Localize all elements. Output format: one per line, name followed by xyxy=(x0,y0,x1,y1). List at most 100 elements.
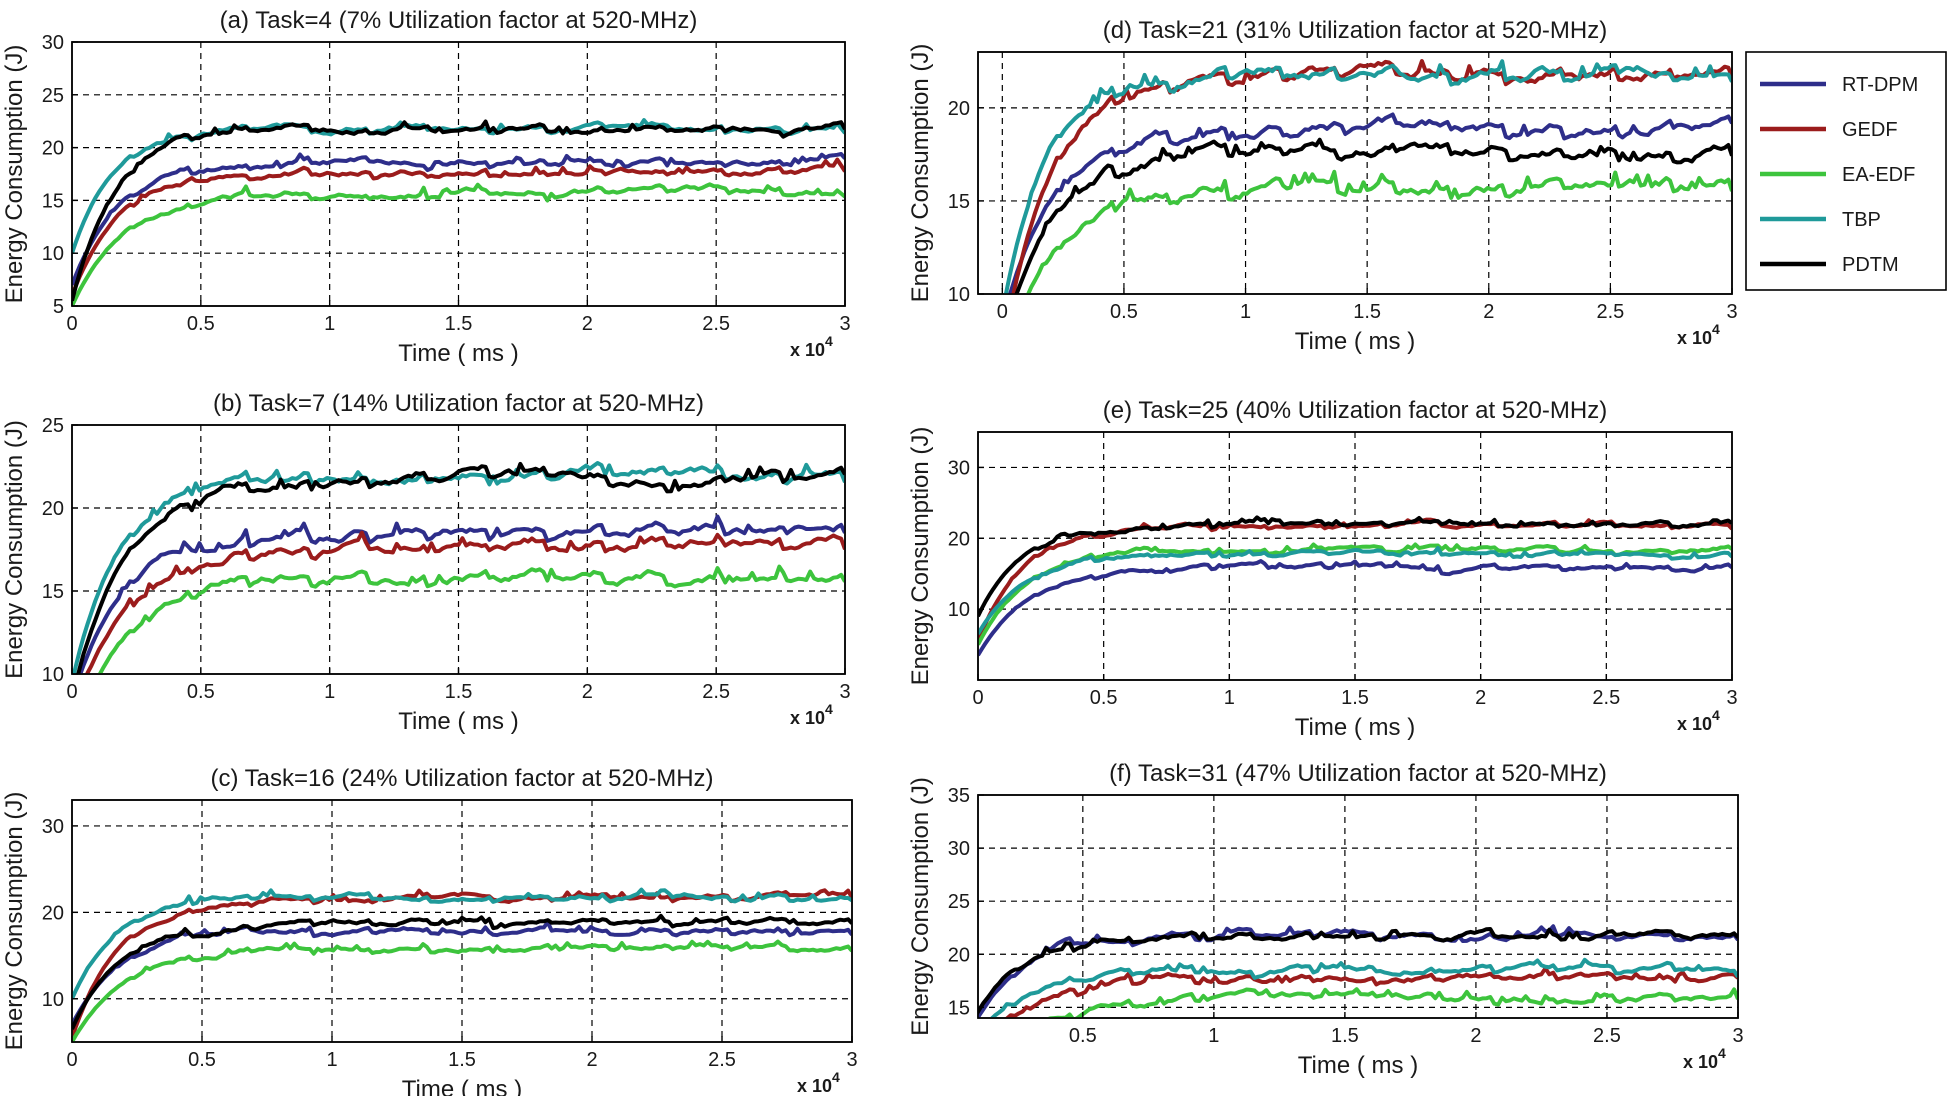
x-tick-label: 1 xyxy=(1224,687,1235,709)
x-axis-label: Time ( ms ) xyxy=(1295,328,1415,355)
y-axis-label: Energy Consumption (J) xyxy=(907,427,934,686)
legend-label-ea-edf: EA-EDF xyxy=(1842,164,1915,186)
series-line-tbp xyxy=(978,546,1732,635)
y-axis-label: Energy Consumption (J) xyxy=(1,45,28,304)
series-group xyxy=(72,887,852,1042)
x-axis-multiplier-exponent: 4 xyxy=(1718,1045,1726,1061)
y-tick-label: 25 xyxy=(42,85,64,107)
series-line-pdtm xyxy=(1014,137,1732,294)
y-tick-label: 35 xyxy=(948,785,970,807)
x-tick-label: 0 xyxy=(66,313,77,335)
x-axis-label: Time ( ms ) xyxy=(1298,1052,1418,1079)
y-tick-label: 20 xyxy=(948,98,970,120)
chart-title: (a) Task=4 (7% Utilization factor at 520… xyxy=(220,7,698,34)
y-tick-label: 20 xyxy=(948,944,970,966)
series-group xyxy=(72,118,845,306)
x-tick-label: 2 xyxy=(586,1049,597,1071)
y-tick-label: 30 xyxy=(42,32,64,54)
chart-panel-a: 0 0.5 1 1.5 2 2.5 3 5 10 15 20 25 30 (a) Task=4 (7% U… xyxy=(1,7,851,367)
series-line-rt-dpm xyxy=(978,559,1732,657)
y-tick-label: 20 xyxy=(42,498,64,520)
series-group xyxy=(72,461,845,674)
series-line-rt-dpm xyxy=(78,514,845,674)
series-line-tbp xyxy=(1003,59,1732,294)
x-axis-label: Time ( ms ) xyxy=(398,708,518,735)
x-tick-label: 1 xyxy=(1240,301,1251,323)
x-tick-label: 0.5 xyxy=(187,313,215,335)
x-axis-multiplier-exponent: 4 xyxy=(825,333,833,349)
series-group xyxy=(1003,59,1732,294)
chart-panel-f: 0.5 1 1.5 2 2.5 3 15 20 25 30 35 (f) Task=31 (47% U… xyxy=(907,760,1744,1079)
x-tick-label: 1.5 xyxy=(1341,687,1369,709)
x-tick-label: 1.5 xyxy=(445,681,473,703)
x-tick-label: 1.5 xyxy=(448,1049,476,1071)
x-tick-label: 2.5 xyxy=(1592,687,1620,709)
x-tick-label: 3 xyxy=(1726,687,1737,709)
chart-panel-e: 0 0.5 1 1.5 2 2.5 3 10 20 30 (e) Task=25 (40% Util… xyxy=(907,397,1738,741)
plot-border xyxy=(977,794,1739,1019)
x-tick-label: 0.5 xyxy=(188,1049,216,1071)
x-tick-label: 3 xyxy=(1726,301,1737,323)
y-tick-label: 10 xyxy=(42,664,64,686)
series-line-ea-edf xyxy=(72,182,845,306)
x-tick-label: 1 xyxy=(326,1049,337,1071)
x-axis-multiplier-exponent: 4 xyxy=(825,701,833,717)
legend-label-tbp: TBP xyxy=(1842,209,1881,231)
x-axis-multiplier-exponent: 4 xyxy=(1712,321,1720,337)
x-axis-label: Time ( ms ) xyxy=(1295,714,1415,741)
x-tick-label: 0.5 xyxy=(187,681,215,703)
series-line-pdtm xyxy=(72,119,845,302)
y-tick-label: 30 xyxy=(948,457,970,479)
legend-box xyxy=(1745,51,1947,291)
x-axis-multiplier: x 104 xyxy=(790,333,833,360)
legend: RT-DPM GEDF EA-EDF TBP PDTM xyxy=(1745,51,1947,291)
y-tick-label: 25 xyxy=(948,891,970,913)
x-tick-label: 0.5 xyxy=(1110,301,1138,323)
y-tick-label: 10 xyxy=(42,243,64,265)
x-tick-label: 3 xyxy=(1732,1025,1743,1047)
plot-border xyxy=(977,51,1733,295)
x-tick-label: 1 xyxy=(1208,1025,1219,1047)
series-line-rt-dpm xyxy=(1007,112,1732,294)
x-tick-label: 3 xyxy=(839,313,850,335)
x-tick-label: 2 xyxy=(1483,301,1494,323)
chart-title: (f) Task=31 (47% Utilization factor at 5… xyxy=(1109,760,1607,787)
series-line-pdtm xyxy=(72,913,852,1030)
x-tick-label: 1.5 xyxy=(445,313,473,335)
x-axis-multiplier: x 104 xyxy=(790,701,833,728)
series-line-gedf xyxy=(84,530,845,674)
y-axis-label: Energy Consumption (J) xyxy=(907,777,934,1036)
chart-panel-c: 0 0.5 1 1.5 2 2.5 3 10 20 30 (c) Task=16 (24% Util… xyxy=(1,765,858,1096)
x-tick-label: 0 xyxy=(66,681,77,703)
x-axis-multiplier: x 104 xyxy=(1683,1045,1726,1072)
y-tick-label: 30 xyxy=(948,838,970,860)
y-tick-label: 5 xyxy=(53,296,64,318)
series-line-ea-edf xyxy=(1026,169,1732,294)
plot-area xyxy=(977,51,1733,295)
series-group xyxy=(978,515,1732,657)
x-tick-label: 1.5 xyxy=(1353,301,1381,323)
y-tick-label: 20 xyxy=(42,902,64,924)
y-tick-label: 10 xyxy=(948,599,970,621)
series-line-rt-dpm xyxy=(72,920,852,1026)
series-line-pdtm xyxy=(76,461,845,674)
y-tick-label: 20 xyxy=(42,138,64,160)
y-tick-label: 25 xyxy=(42,415,64,437)
x-tick-label: 3 xyxy=(839,681,850,703)
x-axis-label: Time ( ms ) xyxy=(398,340,518,367)
chart-panel-b: 0 0.5 1 1.5 2 2.5 3 10 15 20 25 (b) Task=7 (14% Uti… xyxy=(1,390,851,735)
legend-label-pdtm: PDTM xyxy=(1842,254,1899,276)
x-axis-multiplier: x 104 xyxy=(1677,707,1720,734)
x-axis-multiplier-exponent: 4 xyxy=(1712,707,1720,723)
x-axis-label: Time ( ms ) xyxy=(402,1076,522,1096)
series-line-pdtm xyxy=(978,927,1738,1016)
legend-label-rt-dpm: RT-DPM xyxy=(1842,74,1918,96)
series-line-pdtm xyxy=(978,515,1732,618)
series-group xyxy=(978,924,1738,1018)
chart-title: (b) Task=7 (14% Utilization factor at 52… xyxy=(213,390,704,417)
x-tick-label: 2.5 xyxy=(1596,301,1624,323)
series-line-tbp xyxy=(72,461,845,674)
series-line-gedf xyxy=(1011,59,1732,294)
x-tick-label: 0 xyxy=(66,1049,77,1071)
